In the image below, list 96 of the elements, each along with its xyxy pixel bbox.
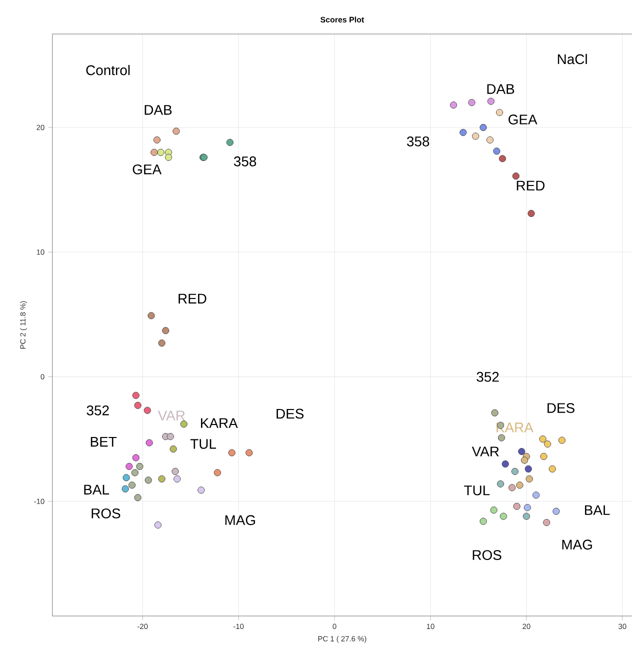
- series-label: VAR: [158, 410, 185, 420]
- point: [544, 440, 552, 448]
- point: [128, 482, 136, 489]
- point: [134, 494, 142, 502]
- series-label: BAL: [585, 505, 610, 515]
- point: [493, 148, 500, 155]
- point: [513, 502, 520, 510]
- point: [450, 101, 458, 109]
- point: [174, 475, 181, 482]
- point: [148, 312, 155, 320]
- point: [491, 409, 498, 416]
- series-label: BET: [90, 436, 117, 447]
- point: [558, 436, 566, 444]
- point: [528, 210, 535, 218]
- point: [132, 454, 140, 462]
- series-label: DES: [548, 403, 574, 413]
- series-label: ROS: [92, 508, 120, 518]
- point: [518, 448, 526, 456]
- point: [480, 124, 487, 132]
- series-label: GEA: [508, 114, 538, 124]
- point: [472, 132, 480, 140]
- point: [496, 108, 504, 116]
- series-label: RED: [516, 180, 545, 190]
- point: [490, 506, 498, 514]
- point: [180, 420, 188, 428]
- point: [162, 327, 170, 334]
- point: [539, 435, 546, 443]
- annotation: Control: [86, 64, 130, 76]
- point: [486, 136, 494, 144]
- point: [154, 521, 162, 529]
- text: 358: [407, 136, 430, 146]
- point: [134, 402, 142, 409]
- text: 352: [476, 372, 499, 382]
- point: [526, 475, 533, 482]
- point: [132, 392, 140, 399]
- point: [511, 468, 518, 475]
- point: [172, 128, 180, 135]
- annotation: NaCl: [558, 54, 587, 64]
- point: [498, 434, 506, 442]
- point: [228, 449, 236, 456]
- point: [122, 485, 129, 492]
- point: [226, 138, 234, 146]
- point: [126, 462, 133, 470]
- point: [524, 504, 531, 512]
- series-label: BAL: [84, 484, 110, 494]
- point: [552, 508, 560, 515]
- point: [540, 452, 548, 460]
- series-label: DAB: [487, 84, 514, 94]
- point: [524, 465, 532, 472]
- series-label: 352: [86, 405, 109, 416]
- point: [172, 468, 179, 475]
- point: [460, 128, 467, 136]
- series-label: VAR: [472, 446, 499, 456]
- text: DES: [276, 408, 304, 419]
- series-label: 358: [234, 156, 256, 166]
- point: [158, 475, 166, 482]
- point: [144, 476, 152, 484]
- text: MAG: [225, 515, 255, 526]
- point: [512, 172, 520, 180]
- point: [520, 456, 528, 464]
- point: [144, 406, 151, 414]
- point: [480, 518, 487, 525]
- point: [158, 340, 166, 347]
- series-label: GEA: [132, 164, 162, 174]
- point: [166, 432, 174, 440]
- series-label: RED: [178, 294, 206, 304]
- point: [246, 449, 253, 456]
- series-label: DAB: [144, 105, 172, 115]
- point: [543, 518, 550, 526]
- point: [214, 469, 222, 476]
- series-label: MAG: [562, 540, 592, 550]
- point: [532, 492, 540, 499]
- point: [502, 460, 509, 468]
- point: [496, 480, 504, 488]
- point: [146, 439, 153, 446]
- point: [122, 474, 130, 482]
- point: [522, 512, 530, 520]
- series-label: TUL: [464, 486, 490, 496]
- point: [500, 512, 507, 520]
- point: [153, 136, 161, 144]
- point: [508, 484, 516, 492]
- point: [136, 462, 144, 470]
- series-label: ROS: [472, 550, 502, 560]
- point: [487, 98, 494, 105]
- point: [468, 98, 476, 106]
- point: [498, 155, 506, 162]
- series-label: KARA: [201, 418, 238, 428]
- point: [548, 465, 556, 472]
- point: [198, 486, 205, 494]
- point: [516, 482, 524, 489]
- point: [170, 445, 177, 453]
- point: [131, 469, 138, 476]
- point: [157, 148, 164, 156]
- series-label: TUL: [190, 439, 216, 449]
- point: [150, 148, 158, 156]
- point: [164, 154, 172, 161]
